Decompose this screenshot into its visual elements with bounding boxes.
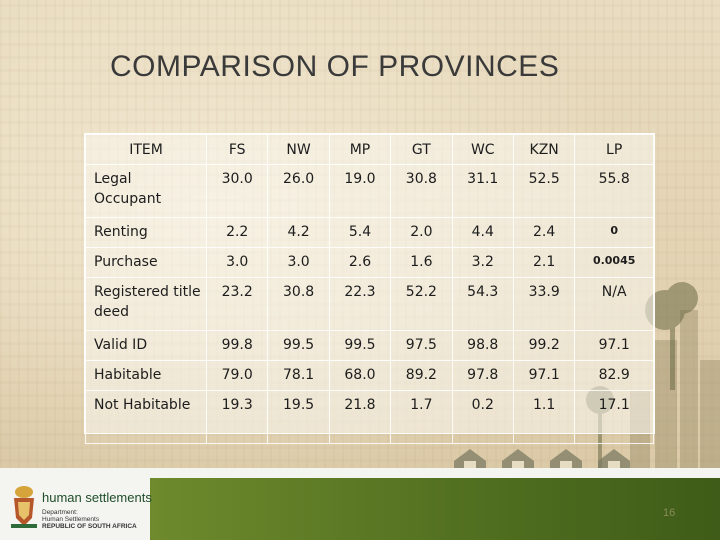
table-cell: 17.1 [574, 390, 654, 444]
table-cell: 52.2 [390, 277, 453, 331]
logo-subline: Human Settlements [42, 516, 100, 523]
table-cell: 97.1 [574, 330, 654, 361]
table-cell: 97.1 [512, 360, 576, 391]
row-label: Habitable [85, 360, 207, 391]
table-cell: 54.3 [451, 277, 514, 331]
table-cell: 98.8 [451, 330, 514, 361]
table-row: Valid ID 99.8 99.5 99.5 97.5 98.8 99.2 9… [85, 330, 654, 361]
table-cell: 2.0 [390, 217, 453, 248]
row-label: Legal Occupant [85, 164, 207, 218]
column-header: WC [451, 134, 514, 165]
table-cell: N/A [574, 277, 654, 331]
table-cell: 4.2 [267, 217, 330, 248]
table-cell: 0 [574, 217, 654, 248]
table-cell: 1.7 [390, 390, 453, 444]
table-cell: 3.0 [267, 247, 330, 278]
table-cell: 79.0 [205, 360, 269, 391]
table-cell: 97.8 [451, 360, 514, 391]
row-label: Not Habitable [85, 390, 207, 444]
table-cell: 89.2 [390, 360, 453, 391]
column-header: ITEM [85, 134, 207, 165]
table-cell: 19.3 [205, 390, 269, 444]
table-cell: 2.2 [205, 217, 269, 248]
table-cell: 2.6 [328, 247, 392, 278]
table-cell: 0.2 [451, 390, 514, 444]
table-cell: 2.1 [512, 247, 576, 278]
footer-green-stripe [150, 478, 720, 540]
table-row: Not Habitable 19.3 19.5 21.8 1.7 0.2 1.1… [85, 390, 654, 444]
table-row: Legal Occupant 30.0 26.0 19.0 30.8 31.1 … [85, 164, 654, 218]
table-cell: 31.1 [451, 164, 514, 218]
table-cell: 99.5 [267, 330, 330, 361]
table-cell: 22.3 [328, 277, 392, 331]
table-cell: 82.9 [574, 360, 654, 391]
table-cell: 26.0 [267, 164, 330, 218]
table-cell: 30.8 [267, 277, 330, 331]
logo-title: human settlements [42, 490, 152, 505]
comparison-table: ITEM FS NW MP GT WC KZN LP Legal Occupan… [84, 133, 655, 444]
row-label: Valid ID [85, 330, 207, 361]
table-cell: 52.5 [512, 164, 576, 218]
table-cell: 23.2 [205, 277, 269, 331]
table-cell: 5.4 [328, 217, 392, 248]
table-cell: 19.0 [328, 164, 392, 218]
table-cell: 97.5 [390, 330, 453, 361]
table-row: Registered title deed 23.2 30.8 22.3 52.… [85, 277, 654, 331]
table-cell: 2.4 [512, 217, 576, 248]
column-header: FS [205, 134, 269, 165]
table-row: Renting 2.2 4.2 5.4 2.0 4.4 2.4 0 [85, 217, 654, 248]
table-header-row: ITEM FS NW MP GT WC KZN LP [85, 134, 654, 165]
table-cell: 0.0045 [574, 247, 654, 278]
row-label: Renting [85, 217, 207, 248]
table-cell: 3.2 [451, 247, 514, 278]
table-cell: 99.5 [328, 330, 392, 361]
province-table: ITEM FS NW MP GT WC KZN LP Legal Occupan… [85, 134, 654, 444]
column-header: GT [390, 134, 453, 165]
table-cell: 99.8 [205, 330, 269, 361]
table-cell: 4.4 [451, 217, 514, 248]
table-row: Purchase 3.0 3.0 2.6 1.6 3.2 2.1 0.0045 [85, 247, 654, 278]
table-cell: 33.9 [512, 277, 576, 331]
page-number: 16 [663, 507, 676, 519]
table-cell: 68.0 [328, 360, 392, 391]
table-cell: 99.2 [512, 330, 576, 361]
table-cell: 1.6 [390, 247, 453, 278]
coat-of-arms-icon [11, 486, 37, 528]
table-cell: 1.1 [512, 390, 576, 444]
table-cell: 30.8 [390, 164, 453, 218]
table-cell: 78.1 [267, 360, 330, 391]
logo-subline: REPUBLIC OF SOUTH AFRICA [42, 523, 137, 530]
table-cell: 55.8 [574, 164, 654, 218]
logo-subline: Department: [42, 509, 78, 516]
table-cell: 3.0 [205, 247, 269, 278]
slide-title: COMPARISON OF PROVINCES [110, 50, 560, 83]
row-label: Purchase [85, 247, 207, 278]
row-label: Registered title deed [85, 277, 207, 331]
department-logo [6, 482, 146, 534]
column-header: LP [574, 134, 654, 165]
table-row: Habitable 79.0 78.1 68.0 89.2 97.8 97.1 … [85, 360, 654, 391]
column-header: KZN [512, 134, 576, 165]
table-cell: 30.0 [205, 164, 269, 218]
table-cell: 21.8 [328, 390, 392, 444]
table-cell: 19.5 [267, 390, 330, 444]
column-header: NW [267, 134, 330, 165]
column-header: MP [328, 134, 392, 165]
